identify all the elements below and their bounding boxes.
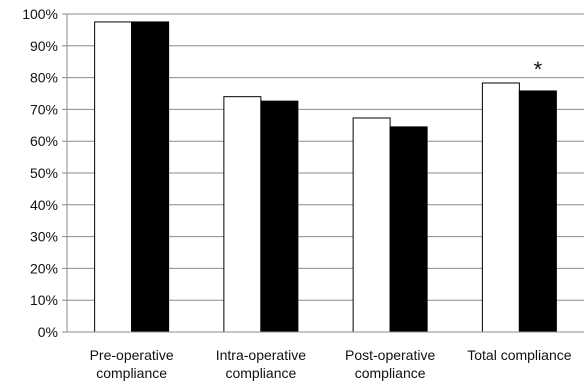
category-label: Total compliance xyxy=(467,347,571,363)
bars xyxy=(94,21,557,333)
x-axis-category-labels: Pre-operative compliance Intra-operative co… xyxy=(90,347,572,381)
significance-marker: * xyxy=(534,57,543,82)
bar-series-1-category-2 xyxy=(223,96,262,333)
category-label-line: compliance xyxy=(355,365,426,381)
y-tick-label: 10% xyxy=(30,292,58,308)
category-label-line: Post-operative xyxy=(345,347,435,363)
y-tick-label: 70% xyxy=(30,101,58,117)
category-label-line: Total compliance xyxy=(467,347,571,363)
category-label-line: Pre-operative xyxy=(90,347,174,363)
bar-series-2-category-3 xyxy=(389,126,428,333)
bar-series-1-category-4 xyxy=(481,82,520,333)
bar-series-1-category-3 xyxy=(352,117,391,333)
y-tick-label: 60% xyxy=(30,133,58,149)
y-tick-label: 30% xyxy=(30,229,58,245)
y-tick-label: 40% xyxy=(30,197,58,213)
category-label: Post-operative compliance xyxy=(345,347,435,381)
y-tick-label: 0% xyxy=(38,324,58,340)
y-tick-label: 20% xyxy=(30,260,58,276)
bar-series-1-category-1 xyxy=(94,21,133,333)
axes xyxy=(62,13,584,333)
y-tick-label: 90% xyxy=(30,38,58,54)
y-axis-tick-labels: 0% 10% 20% 30% 40% 50% 60% 70% 80% 90% 100% xyxy=(22,6,58,340)
bar-series-2-category-2 xyxy=(260,100,299,333)
category-label-line: compliance xyxy=(225,365,296,381)
category-label: Pre-operative compliance xyxy=(90,347,174,381)
y-tick-label: 80% xyxy=(30,70,58,86)
y-tick-label: 100% xyxy=(22,6,58,22)
annotations: * xyxy=(534,57,543,82)
category-label-line: compliance xyxy=(96,365,167,381)
bar-series-2-category-4 xyxy=(518,90,557,333)
bar-series-2-category-1 xyxy=(131,21,170,333)
category-label: Intra-operative compliance xyxy=(216,347,306,381)
category-label-line: Intra-operative xyxy=(216,347,306,363)
y-tick-label: 50% xyxy=(30,165,58,181)
